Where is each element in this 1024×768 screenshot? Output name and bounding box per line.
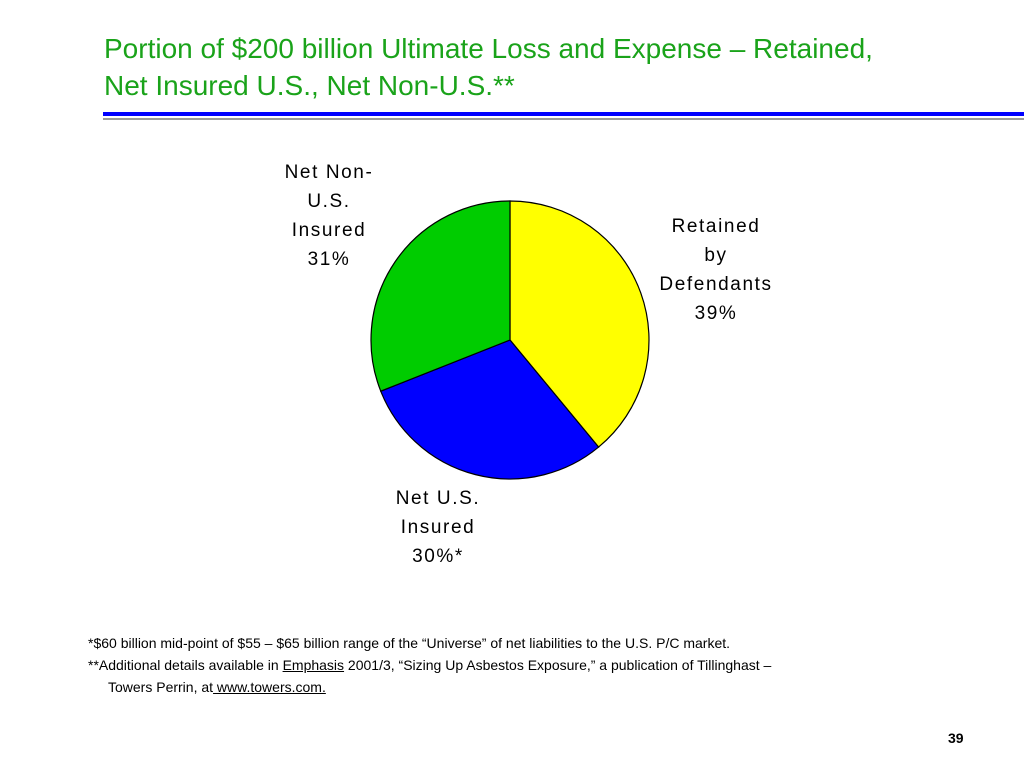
- title-line-2: Net Insured U.S., Net Non-U.S.**: [104, 70, 515, 101]
- footnotes: *$60 billion mid-point of $55 – $65 bill…: [88, 632, 988, 698]
- title-line-1: Portion of $200 billion Ultimate Loss an…: [104, 33, 873, 64]
- title-rule-gray: [103, 118, 1024, 120]
- label-net-non-us-percent: 31%: [307, 249, 351, 270]
- label-net-non-us: Net Non- U.S. Insured 31%: [262, 158, 396, 274]
- label-net-non-us-line3: Insured: [291, 220, 367, 241]
- label-retained-line3: Defendants: [659, 274, 773, 295]
- label-net-non-us-line2: U.S.: [307, 191, 351, 212]
- footnote-3: Towers Perrin, at www.towers.com.: [88, 676, 988, 698]
- towers-link[interactable]: www.towers.com.: [213, 679, 326, 695]
- slide-title: Portion of $200 billion Ultimate Loss an…: [104, 30, 1004, 104]
- label-net-non-us-line1: Net Non-: [284, 162, 374, 183]
- label-retained: Retained by Defendants 39%: [636, 212, 796, 328]
- footnote-2-suffix: 2001/3, “Sizing Up Asbestos Exposure,” a…: [344, 657, 772, 673]
- label-retained-line2: by: [704, 245, 728, 266]
- pie-slice-retained: [509, 200, 650, 448]
- label-retained-percent: 39%: [694, 303, 738, 324]
- label-net-us: Net U.S. Insured 30%*: [368, 484, 508, 571]
- label-net-us-line2: Insured: [400, 517, 476, 538]
- pie-slice-net-non-us: [370, 200, 511, 392]
- footnote-1: *$60 billion mid-point of $55 – $65 bill…: [88, 635, 731, 651]
- label-retained-line1: Retained: [671, 216, 761, 237]
- pie-slice-net-us: [379, 339, 600, 480]
- emphasis-link[interactable]: Emphasis: [282, 657, 345, 673]
- footnote-2: **Additional details available in Emphas…: [88, 654, 988, 676]
- footnote-3-prefix: Towers Perrin, at: [108, 679, 214, 695]
- label-net-us-line1: Net U.S.: [395, 488, 481, 509]
- title-rule-blue: [103, 112, 1024, 116]
- footnote-2-prefix: **Additional details available in: [88, 657, 283, 673]
- page-number: 39: [948, 730, 964, 746]
- label-net-us-percent: 30%*: [412, 546, 464, 567]
